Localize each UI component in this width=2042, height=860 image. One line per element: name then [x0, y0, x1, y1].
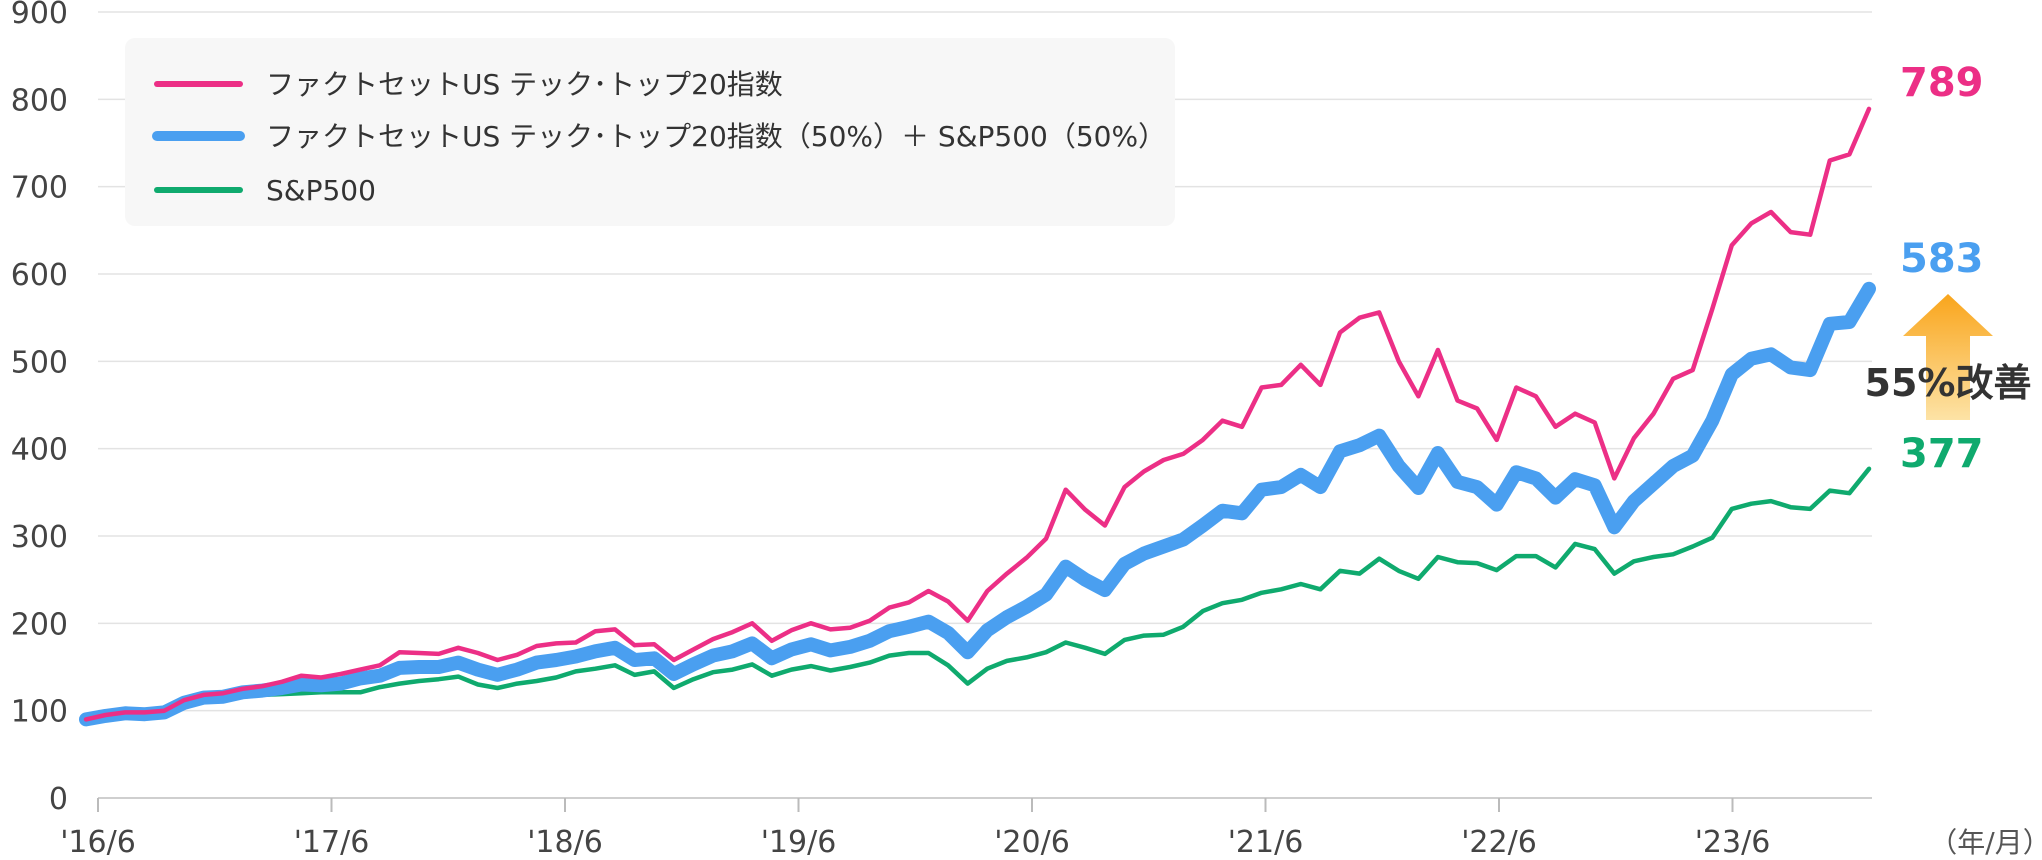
y-tick-label: 600: [11, 258, 68, 293]
legend: ファクトセットUS テック･トップ20指数 ファクトセットUS テック･トップ2…: [125, 38, 1175, 226]
y-tick-label: 400: [11, 433, 68, 468]
improvement-label: 55%改善: [1865, 361, 2032, 405]
y-tick-label: 100: [11, 695, 68, 730]
end-label-tech20: 789: [1900, 60, 1984, 106]
series-line-blend: [79, 281, 1876, 727]
y-tick-label: 300: [11, 520, 68, 555]
x-tick-label: '22/6: [1461, 825, 1537, 860]
y-tick-label: 800: [11, 83, 68, 118]
y-axis-tick-labels: 0 100 200 300 400 500 600 700 800 900: [11, 0, 68, 817]
series-line-sp500: [83, 466, 1872, 722]
end-label-blend: 583: [1900, 236, 1984, 282]
y-tick-label: 700: [11, 171, 68, 206]
x-tick-label: '16/6: [60, 825, 136, 860]
y-tick-label: 0: [49, 782, 68, 817]
legend-label-tech20: ファクトセットUS テック･トップ20指数: [266, 68, 783, 101]
series-lines: [79, 106, 1876, 727]
legend-label-sp500: S&P500: [266, 174, 376, 207]
y-tick-label: 900: [11, 0, 68, 31]
x-tick-label: '20/6: [994, 825, 1070, 860]
x-tick-label: '18/6: [527, 825, 603, 860]
x-tick-label: '23/6: [1695, 825, 1771, 860]
x-tick-label: '17/6: [294, 825, 370, 860]
x-axis-tick-labels: '16/6 '17/6 '18/6 '19/6 '20/6 '21/6 '22/6 '23/6: [60, 825, 1770, 860]
x-axis-unit-label: （年/月）: [1929, 826, 2042, 859]
y-tick-label: 500: [11, 345, 68, 380]
series-line-tech20: [83, 106, 1872, 722]
end-label-sp500: 377: [1900, 431, 1984, 477]
legend-label-blend: ファクトセットUS テック･トップ20指数（50%）＋ S&P500（50%）: [266, 120, 1166, 153]
legend-background: [125, 38, 1175, 226]
improvement-arrow: [1903, 294, 1993, 420]
x-axis: [97, 797, 1872, 812]
x-tick-label: '19/6: [761, 825, 837, 860]
y-tick-label: 200: [11, 607, 68, 642]
x-tick-label: '21/6: [1228, 825, 1304, 860]
